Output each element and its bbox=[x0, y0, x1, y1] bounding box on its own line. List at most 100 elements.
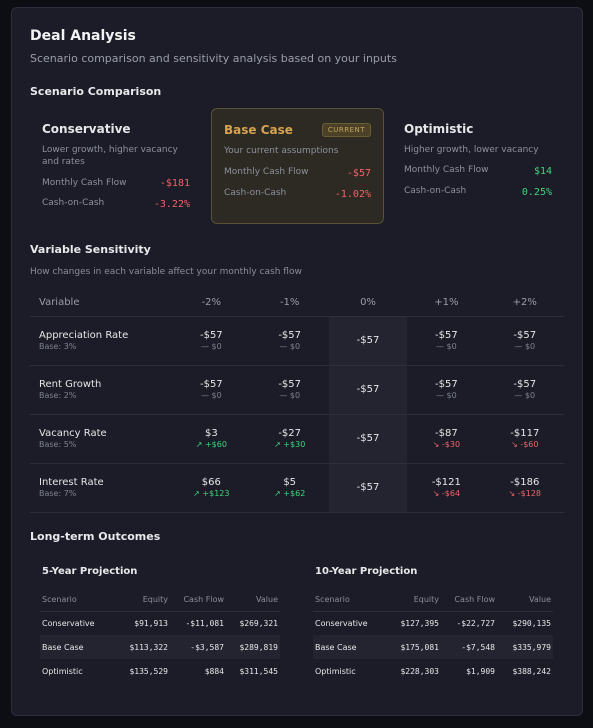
col-header: Cash Flow bbox=[170, 589, 226, 612]
variable-cell: Interest Rate Base: 7% bbox=[30, 463, 173, 513]
sensitivity-cell: -$57 bbox=[328, 463, 408, 513]
scenario-name: Optimistic bbox=[404, 122, 474, 136]
cell-delta: — $0 bbox=[200, 342, 222, 351]
variable-base: Base: 2% bbox=[39, 391, 77, 400]
col-header: +2% bbox=[485, 289, 564, 317]
variable-sensitivity-heading: Variable Sensitivity bbox=[30, 243, 151, 256]
sensitivity-cell: $66 ↗ +$123 bbox=[172, 463, 251, 513]
sensitivity-cell: -$186 ↘ -$128 bbox=[485, 463, 564, 513]
equity-cell: $228,303 bbox=[400, 666, 439, 676]
cell-delta: ↘ -$64 bbox=[432, 489, 461, 498]
value-cell: $311,545 bbox=[239, 666, 278, 676]
variable-base: Base: 7% bbox=[39, 489, 77, 498]
value-cell: $269,321 bbox=[239, 618, 278, 628]
cash-flow-cell: $1,909 bbox=[466, 666, 495, 676]
cell-value: -$57 bbox=[199, 379, 223, 390]
variable-cell: Rent Growth Base: 2% bbox=[30, 365, 173, 415]
cell-delta: — $0 bbox=[514, 391, 536, 400]
cell-delta: — $0 bbox=[279, 391, 301, 400]
col-header: Value bbox=[226, 589, 280, 612]
table-row: Conservative $127,395 -$22,727 $290,135 bbox=[313, 611, 553, 635]
cash-flow-cell: $884 bbox=[204, 666, 224, 676]
cash-flow-value: -$57 bbox=[346, 168, 371, 179]
scenario-cell: Conservative bbox=[315, 618, 368, 628]
sensitivity-cell: -$57 bbox=[328, 414, 408, 464]
scenario-cell: Base Case bbox=[313, 635, 383, 659]
table-row: Optimistic $135,529 $884 $311,545 bbox=[40, 659, 280, 683]
sensitivity-cell: $3 ↗ +$60 bbox=[172, 414, 251, 464]
cell-value: $3 bbox=[204, 428, 218, 439]
cash-on-cash-value: 0.25% bbox=[521, 187, 552, 198]
table-row: Appreciation Rate Base: 3% -$57— $0 -$57… bbox=[30, 316, 564, 366]
cash-flow-cell: -$7,548 bbox=[441, 635, 497, 659]
cell-delta: ↗ +$30 bbox=[274, 440, 306, 449]
cell-value: -$57 bbox=[513, 330, 537, 341]
sensitivity-cell: -$57— $0 bbox=[250, 365, 329, 415]
scenario-comparison-heading: Scenario Comparison bbox=[30, 85, 162, 98]
col-header: Value bbox=[497, 589, 553, 612]
sensitivity-cell: -$57— $0 bbox=[172, 365, 251, 415]
cell-delta: ↗ +$60 bbox=[195, 440, 227, 449]
col-header: -1% bbox=[250, 289, 329, 317]
sensitivity-cell: $5 ↗ +$62 bbox=[250, 463, 329, 513]
equity-cell: $135,529 bbox=[129, 666, 168, 676]
projection-title-5yr: 5-Year Projection bbox=[42, 566, 138, 577]
sensitivity-cell: -$57— $0 bbox=[250, 316, 329, 366]
col-header: -2% bbox=[172, 289, 251, 317]
sensitivity-cell: -$57— $0 bbox=[485, 316, 564, 366]
col-header: Cash Flow bbox=[441, 589, 497, 612]
cell-value: -$27 bbox=[278, 428, 302, 439]
col-header: 0% bbox=[328, 289, 408, 317]
cash-flow-label: Monthly Cash Flow bbox=[224, 167, 309, 177]
scenario-cell: Optimistic bbox=[315, 666, 356, 676]
projection-table-5yr: Scenario Equity Cash Flow Value Conserva… bbox=[40, 589, 280, 683]
variable-name: Appreciation Rate bbox=[39, 330, 129, 341]
scenario-cell: Conservative bbox=[42, 618, 95, 628]
sensitivity-header-row: Variable -2% -1% 0% +1% +2% bbox=[30, 289, 564, 317]
value-cell: $335,979 bbox=[497, 635, 553, 659]
cash-on-cash-label: Cash-on-Cash bbox=[42, 198, 105, 208]
variable-base: Base: 3% bbox=[39, 342, 77, 351]
sensitivity-cell: -$87 ↘ -$30 bbox=[407, 414, 486, 464]
cash-on-cash-label: Cash-on-Cash bbox=[224, 188, 287, 198]
sensitivity-cell: -$117 ↘ -$60 bbox=[485, 414, 564, 464]
col-header: Equity bbox=[383, 589, 441, 612]
cash-flow-label: Monthly Cash Flow bbox=[42, 178, 127, 188]
cell-delta: ↘ -$128 bbox=[508, 489, 542, 498]
cell-value: -$57 bbox=[435, 379, 458, 390]
sensitivity-cell: -$57— $0 bbox=[485, 365, 564, 415]
projection-header-row: Scenario Equity Cash Flow Value bbox=[40, 589, 280, 612]
scenario-cell: Base Case bbox=[40, 635, 118, 659]
variable-cell: Vacancy Rate Base: 5% bbox=[30, 414, 173, 464]
sensitivity-cell: -$57— $0 bbox=[407, 316, 486, 366]
cell-value: -$117 bbox=[510, 428, 540, 439]
scenario-name: Conservative bbox=[42, 122, 131, 136]
long-term-outcomes-heading: Long-term Outcomes bbox=[30, 530, 161, 543]
cell-value: -$57 bbox=[356, 384, 380, 395]
value-cell: $289,819 bbox=[226, 635, 280, 659]
table-row: Base Case $113,322 -$3,587 $289,819 bbox=[40, 635, 280, 659]
cell-value: -$186 bbox=[510, 477, 540, 488]
cell-value: $5 bbox=[283, 477, 297, 488]
table-row: Interest Rate Base: 7% $66 ↗ +$123 $5 ↗ +$… bbox=[30, 463, 564, 513]
cash-on-cash-value: -3.22% bbox=[153, 199, 190, 210]
sensitivity-cell: -$57— $0 bbox=[172, 316, 251, 366]
variable-name: Rent Growth bbox=[39, 379, 102, 390]
projection-header-row: Scenario Equity Cash Flow Value bbox=[313, 589, 553, 612]
col-header: Scenario bbox=[313, 589, 383, 612]
cash-flow-value: -$181 bbox=[159, 178, 190, 189]
cash-on-cash-value: -1.02% bbox=[334, 189, 371, 200]
equity-cell: $113,322 bbox=[118, 635, 170, 659]
cash-on-cash-label: Cash-on-Cash bbox=[404, 186, 467, 196]
table-row: Conservative $91,913 -$11,081 $269,321 bbox=[40, 611, 280, 635]
cell-value: -$57 bbox=[199, 330, 223, 341]
equity-cell: $91,913 bbox=[134, 618, 168, 628]
col-header: Variable bbox=[30, 289, 173, 317]
scenario-name: Base Case bbox=[224, 123, 293, 137]
table-row: Optimistic $228,303 $1,909 $388,242 bbox=[313, 659, 553, 683]
variable-sensitivity-subheading: How changes in each variable affect your… bbox=[30, 267, 302, 277]
cell-delta: — $0 bbox=[436, 342, 457, 351]
cell-delta: — $0 bbox=[436, 391, 457, 400]
page-subtitle: Scenario comparison and sensitivity anal… bbox=[30, 52, 397, 65]
sensitivity-cell: -$57 bbox=[328, 365, 408, 415]
